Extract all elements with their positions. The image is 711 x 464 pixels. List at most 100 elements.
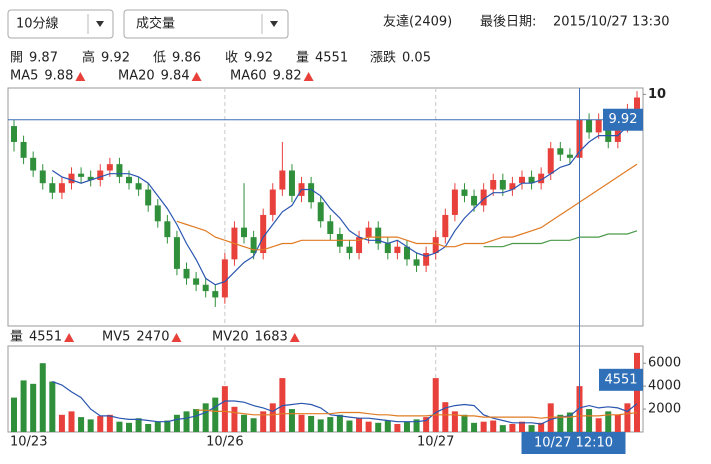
candle-body: [279, 170, 286, 190]
up-arrow: [64, 333, 75, 342]
volume-bar: [49, 381, 56, 432]
up-arrow: [303, 72, 314, 81]
volume-bar: [461, 414, 468, 432]
volume-bar: [327, 417, 334, 432]
candle-body: [30, 157, 37, 171]
candle-body: [154, 205, 161, 222]
volume-bar: [586, 409, 593, 432]
volume-bar: [471, 422, 478, 432]
volume-tag-text: 4551: [604, 372, 637, 387]
candle-body: [145, 189, 152, 206]
candle-body: [135, 183, 142, 190]
candle-body: [116, 164, 123, 177]
volume-bar: [403, 421, 410, 432]
quote-value: 9.92: [244, 51, 273, 66]
legend-value: 2470: [136, 330, 169, 345]
volume-bar: [413, 419, 420, 432]
volume-bar: [212, 397, 219, 432]
quote-value: 4551: [315, 51, 348, 66]
volume-bar: [528, 425, 535, 432]
candle-body: [202, 284, 209, 292]
volume-bar: [624, 403, 631, 432]
volume-bar: [221, 386, 228, 432]
volume-bar: [432, 378, 439, 432]
volume-bar: [11, 397, 17, 432]
candle-body: [490, 180, 497, 190]
volume-bar: [538, 422, 545, 432]
quote-value: 9.92: [101, 51, 130, 66]
candle-body: [193, 278, 200, 285]
volume-bar: [499, 425, 506, 432]
mv-line: [52, 380, 638, 425]
candle-body: [595, 119, 602, 133]
x-tick-label: 10/27: [417, 435, 454, 450]
quote-value: 9.86: [172, 51, 201, 66]
candle-body: [518, 176, 525, 184]
candle-body: [442, 214, 449, 238]
volume-bar: [145, 423, 152, 432]
candle-body: [557, 148, 564, 155]
candle-body: [212, 291, 219, 298]
candle-body: [356, 237, 363, 254]
volume-bar: [193, 409, 200, 432]
candle-body: [11, 126, 17, 142]
volume-bar: [30, 383, 37, 432]
volume-bar: [250, 418, 257, 432]
legend-value: 9.84: [161, 69, 190, 84]
volume-bar: [173, 414, 180, 432]
volume-bar: [614, 414, 621, 432]
quote-label: 開: [10, 51, 23, 66]
volume-bar: [288, 409, 295, 432]
volume-bar: [490, 420, 497, 432]
y-tick-label: 6000: [648, 356, 681, 371]
y-tick-label: 10: [648, 87, 666, 102]
legend-name: MV5: [102, 330, 130, 345]
volume-bar: [518, 421, 525, 432]
ma-line: [483, 230, 638, 248]
volume-bar: [451, 411, 458, 432]
indicator-text: 成交量: [136, 16, 175, 32]
candle-body: [375, 227, 382, 244]
candle-body: [68, 173, 75, 184]
y-tick-label: 4000: [648, 379, 681, 394]
volume-bar: [39, 363, 46, 432]
up-arrow: [191, 72, 202, 81]
quote-value: 9.87: [29, 51, 58, 66]
x-tick-label: 10/23: [10, 435, 47, 450]
volume-bar: [164, 420, 171, 432]
legend-name: MA20: [118, 69, 155, 84]
candle-body: [241, 227, 248, 238]
candle-body: [327, 221, 334, 234]
indicator-dropdown[interactable]: [123, 9, 289, 39]
volume-bar: [106, 414, 113, 432]
volume-bar: [241, 414, 248, 432]
price-tag-text: 9.92: [609, 112, 638, 127]
candle-body: [528, 176, 535, 184]
quote-label: 漲跌: [370, 50, 396, 66]
last-date-label: 最後日期:: [480, 15, 536, 30]
volume-bar: [317, 419, 324, 432]
time-tag-text: 10/27 12:10: [534, 436, 613, 451]
candle-body: [308, 183, 315, 203]
interval-dropdown[interactable]: [7, 9, 114, 39]
volume-bar: [346, 420, 353, 432]
candle-body: [605, 119, 612, 142]
quote-value: 0.05: [402, 51, 431, 66]
quote-label: 低: [153, 51, 166, 66]
volume-bar: [480, 421, 487, 432]
candle-body: [403, 246, 410, 260]
candle-body: [547, 148, 554, 174]
volume-bar: [260, 411, 267, 432]
interval-text: 10分線: [16, 16, 59, 32]
last-date: 2015/10/27 13:30: [553, 15, 670, 30]
stock-name: 友達(2409): [383, 14, 452, 30]
candle-body: [87, 176, 94, 181]
candle-body: [586, 119, 593, 133]
ma-line: [51, 119, 638, 286]
volume-bar: [308, 415, 315, 432]
volume-bar: [375, 422, 382, 432]
volume-tag: [599, 368, 643, 391]
candle-body: [20, 141, 27, 158]
candle-body: [97, 170, 104, 181]
candle-body: [346, 246, 353, 254]
